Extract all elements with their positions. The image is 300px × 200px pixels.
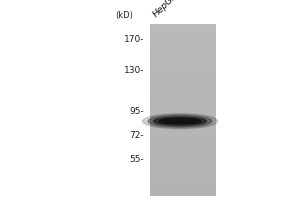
Ellipse shape (165, 119, 195, 123)
Ellipse shape (154, 117, 206, 125)
Text: 95-: 95- (129, 107, 144, 116)
Text: 55-: 55- (129, 155, 144, 164)
Text: 130-: 130- (124, 66, 144, 75)
Ellipse shape (159, 118, 201, 124)
Ellipse shape (142, 114, 218, 129)
Text: 72-: 72- (129, 131, 144, 140)
Ellipse shape (148, 115, 212, 127)
Text: 170-: 170- (124, 35, 144, 44)
Text: (kD): (kD) (116, 11, 134, 20)
Text: HepG2: HepG2 (152, 0, 180, 19)
